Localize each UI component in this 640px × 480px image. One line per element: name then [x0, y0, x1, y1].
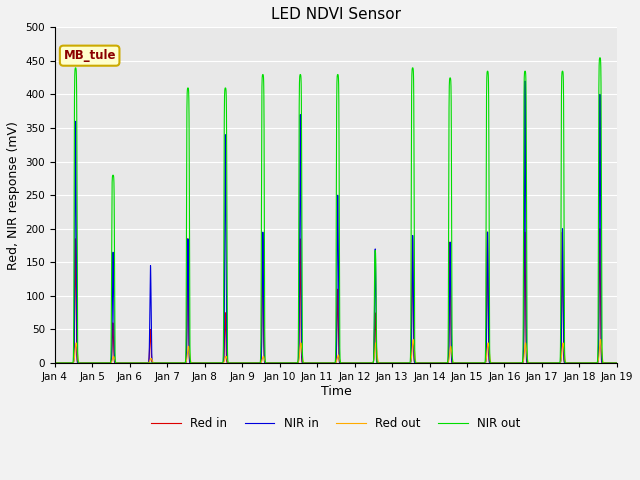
NIR out: [612, 360, 620, 366]
Red in: [540, 360, 547, 366]
NIR out: [605, 360, 612, 366]
Red out: [613, 360, 621, 366]
NIR in: [605, 360, 613, 366]
Legend: Red in, NIR in, Red out, NIR out: Red in, NIR in, Red out, NIR out: [147, 413, 525, 435]
Red out: [555, 360, 563, 366]
NIR out: [304, 360, 312, 366]
NIR out: [540, 360, 547, 366]
Title: LED NDVI Sensor: LED NDVI Sensor: [271, 7, 401, 22]
NIR out: [596, 55, 604, 60]
NIR in: [555, 360, 563, 366]
Line: Red in: Red in: [55, 229, 617, 363]
NIR out: [410, 73, 417, 79]
Red out: [410, 337, 417, 343]
NIR out: [51, 360, 59, 366]
Red out: [605, 360, 613, 366]
Red out: [540, 360, 547, 366]
Red out: [596, 336, 604, 342]
Red in: [612, 360, 620, 366]
NIR in: [51, 360, 59, 366]
Text: MB_tule: MB_tule: [63, 49, 116, 62]
NIR out: [605, 360, 613, 366]
NIR in: [410, 313, 417, 319]
Red out: [612, 360, 620, 366]
NIR in: [613, 360, 621, 366]
Red in: [605, 360, 613, 366]
Red in: [596, 226, 604, 232]
Line: NIR out: NIR out: [55, 58, 617, 363]
Red in: [304, 360, 312, 366]
NIR in: [612, 360, 620, 366]
Red in: [613, 360, 621, 366]
NIR in: [304, 360, 312, 366]
NIR in: [521, 78, 529, 84]
Red out: [51, 360, 59, 366]
NIR in: [540, 360, 547, 366]
NIR out: [555, 360, 563, 366]
Red in: [555, 360, 563, 366]
NIR out: [613, 360, 621, 366]
Red in: [410, 332, 417, 338]
Line: Red out: Red out: [55, 339, 617, 363]
Y-axis label: Red, NIR response (mV): Red, NIR response (mV): [7, 121, 20, 270]
Line: NIR in: NIR in: [55, 81, 617, 363]
Red out: [304, 360, 312, 366]
Red in: [51, 360, 59, 366]
X-axis label: Time: Time: [321, 385, 351, 398]
